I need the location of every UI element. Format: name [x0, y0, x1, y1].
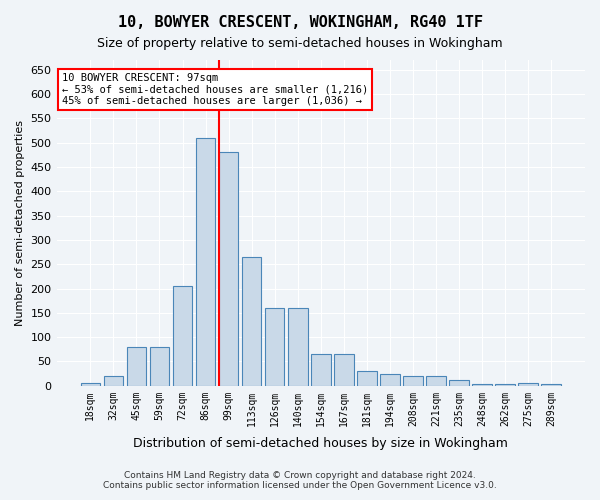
Bar: [334, 354, 353, 386]
Bar: [518, 384, 538, 386]
Bar: [496, 384, 515, 386]
Bar: [541, 384, 561, 386]
Bar: [380, 374, 400, 386]
Y-axis label: Number of semi-detached properties: Number of semi-detached properties: [15, 120, 25, 326]
Bar: [242, 257, 262, 386]
Bar: [173, 286, 193, 386]
Text: 10 BOWYER CRESCENT: 97sqm
← 53% of semi-detached houses are smaller (1,216)
45% : 10 BOWYER CRESCENT: 97sqm ← 53% of semi-…: [62, 73, 368, 106]
Bar: [403, 376, 423, 386]
Bar: [472, 384, 492, 386]
Bar: [196, 138, 215, 386]
Bar: [357, 371, 377, 386]
Bar: [265, 308, 284, 386]
Text: Size of property relative to semi-detached houses in Wokingham: Size of property relative to semi-detach…: [97, 38, 503, 51]
Bar: [127, 347, 146, 386]
Bar: [104, 376, 123, 386]
X-axis label: Distribution of semi-detached houses by size in Wokingham: Distribution of semi-detached houses by …: [133, 437, 508, 450]
Bar: [219, 152, 238, 386]
Text: Contains HM Land Registry data © Crown copyright and database right 2024.
Contai: Contains HM Land Registry data © Crown c…: [103, 470, 497, 490]
Bar: [426, 376, 446, 386]
Bar: [80, 384, 100, 386]
Bar: [449, 380, 469, 386]
Text: 10, BOWYER CRESCENT, WOKINGHAM, RG40 1TF: 10, BOWYER CRESCENT, WOKINGHAM, RG40 1TF: [118, 15, 482, 30]
Bar: [311, 354, 331, 386]
Bar: [149, 347, 169, 386]
Bar: [288, 308, 308, 386]
